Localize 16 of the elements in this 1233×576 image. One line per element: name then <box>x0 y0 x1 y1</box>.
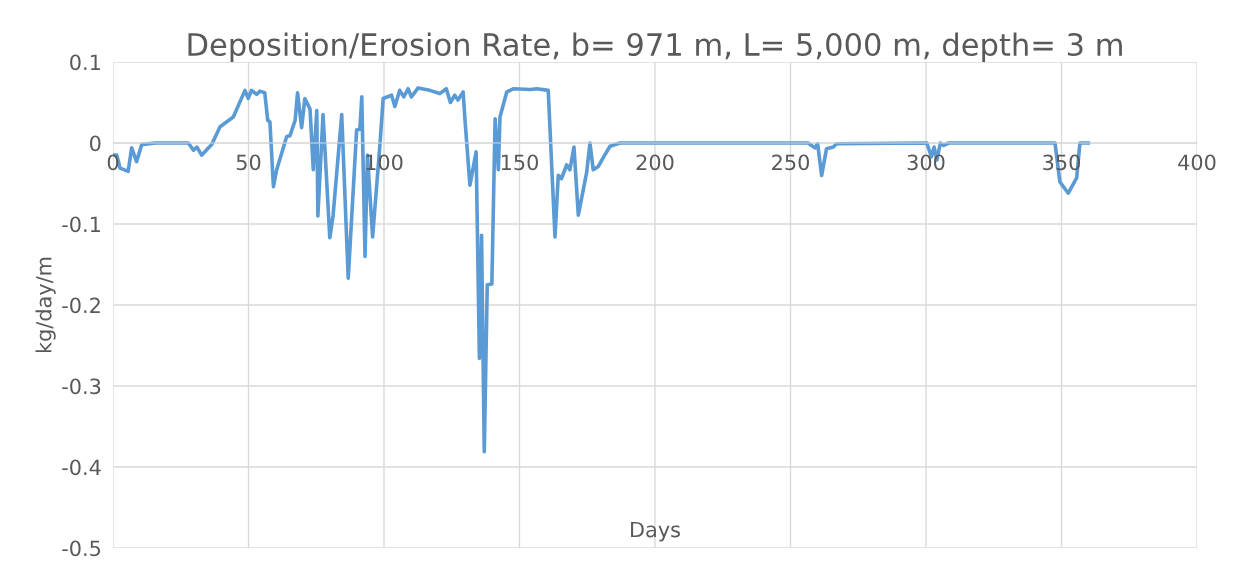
y-tick-label: 0.1 <box>70 54 100 71</box>
x-tick-label: 400 <box>1178 154 1216 171</box>
x-tick-label: 50 <box>236 154 261 171</box>
y-tick-label: -0.5 <box>62 540 101 557</box>
x-tick-label: 250 <box>772 154 809 171</box>
chart-title: Deposition/Erosion Rate, b= 971 m, L= 5,000 m, depth= 3 m <box>188 32 1122 62</box>
x-tick-label: 300 <box>907 154 945 171</box>
y-tick-label: -0.2 <box>62 297 100 314</box>
y-tick-label: -0.1 <box>62 216 100 233</box>
x-axis-title: Days <box>631 521 680 542</box>
y-tick-label: -0.4 <box>62 459 101 476</box>
y-tick-label: 0 <box>90 135 101 152</box>
y-tick-label: -0.3 <box>62 378 101 395</box>
x-tick-label: 200 <box>636 154 674 171</box>
x-tick-label: 150 <box>501 154 538 171</box>
y-axis-title: kg/day/m <box>35 257 56 353</box>
